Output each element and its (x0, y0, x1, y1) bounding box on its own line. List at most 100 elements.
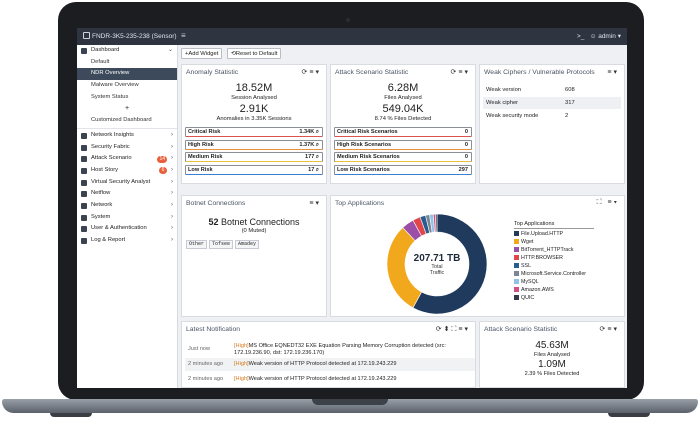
botnet-tag[interactable]: Amadey (235, 240, 260, 249)
legend-item[interactable]: Amazon.AWS (514, 287, 554, 294)
legend-item[interactable]: HTTP.BROWSER (514, 255, 563, 262)
host-story-icon (81, 167, 87, 174)
sidebar-item-label: + (124, 105, 130, 113)
botnet-connections-widget: Botnet Connections ≡▾ 52 Botnet Connecti… (181, 195, 327, 317)
menu-icon[interactable]: ≡▾ (607, 199, 619, 206)
legend-item[interactable]: BitTorrent_HTTPTrack (514, 247, 574, 254)
weak-row[interactable]: Weak security mode 2 (483, 110, 621, 122)
search-icon[interactable]: ⌕ (314, 166, 319, 173)
sidebar-item[interactable]: Host Story 6 › (77, 165, 177, 177)
sidebar-item[interactable]: Network Insights › (77, 130, 177, 142)
legend-item[interactable]: Wget (514, 239, 533, 246)
sidebar-item-label: Log & Report (91, 237, 126, 243)
add-dashboard-button[interactable]: + (77, 103, 177, 115)
menu-icon[interactable]: ≡▾ (607, 326, 619, 333)
legend-item[interactable]: QUIC (514, 295, 534, 302)
menu-icon[interactable]: ≡▾ (458, 326, 470, 333)
refresh-icon[interactable]: ⟳ (450, 69, 459, 76)
camera (346, 18, 350, 22)
device-icon (83, 32, 90, 39)
sidebar-item[interactable]: System › (77, 212, 177, 224)
reset-default-button[interactable]: ⟲Reset to Default (227, 48, 282, 59)
risk-count: 177 (304, 154, 315, 160)
risk-label: Critical Risk (188, 129, 221, 135)
pin-icon[interactable]: ⬍ (443, 326, 452, 333)
sidebar-item-label: Default (91, 58, 110, 65)
donut-slice[interactable] (412, 213, 488, 315)
widget-title: Top Applications (335, 200, 385, 207)
legend-item[interactable]: MySQL (514, 279, 539, 286)
anomaly-statistic-widget: Anomaly Statistic ⟳≡▾ 18.52M Session Ana… (181, 64, 327, 184)
risk-label: High Risk (188, 141, 214, 148)
legend-item[interactable]: SSL (514, 263, 531, 270)
detected-value: 549.04K (382, 103, 424, 115)
menu-icon[interactable]: ≡▾ (309, 200, 321, 207)
user-menu[interactable]: admin (598, 33, 616, 40)
user-icon[interactable]: ☺ (589, 33, 597, 40)
add-widget-button[interactable]: +Add Widget (181, 48, 223, 59)
risk-row[interactable]: Medium Risk 177 ⌕ (185, 152, 323, 162)
device-selector[interactable]: FNDR-3K5-235-238 (Sensor) (83, 32, 177, 40)
sidebar-item-label: NDR Overview (91, 70, 130, 77)
sidebar-item[interactable]: Attack Scenario 14 › (77, 153, 177, 165)
count-badge: 14 (157, 155, 167, 163)
sidebar-item-label: Dashboard (91, 47, 120, 53)
search-icon[interactable]: ⌕ (314, 141, 319, 148)
anomalies-label: Anomalies in 3.35K Sessions (216, 116, 292, 122)
base-notch (312, 399, 388, 405)
botnet-count-label: Botnet Connections (220, 217, 300, 227)
sidebar-item[interactable]: Security Fabric › (77, 142, 177, 154)
chevron-down-icon[interactable]: ▾ (617, 33, 621, 40)
top-bar: FNDR-3K5-235-238 (Sensor) ≡ >_ ☺ admin ▾ (77, 28, 627, 45)
sidebar-item[interactable]: Log & Report › (77, 235, 177, 247)
sidebar-item[interactable]: Customized Dashboard (77, 115, 177, 127)
sidebar-item[interactable]: User & Authentication › (77, 223, 177, 235)
risk-label: High Risk Scenarios (337, 141, 392, 148)
sidebar-item[interactable]: Virtual Security Analyst › (77, 177, 177, 189)
sidebar-item[interactable]: Dashboard ⌄ (77, 45, 177, 57)
legend-item[interactable]: Microsoft.Service.Controller (514, 271, 586, 278)
risk-row[interactable]: Critical Risk 1.34K ⌕ (185, 127, 323, 137)
risk-row[interactable]: High Risk 1.37K ⌕ (185, 139, 323, 150)
sidebar-item[interactable]: Netflow › (77, 188, 177, 200)
expand-icon[interactable]: ⛶ (596, 199, 604, 206)
sidebar-item[interactable]: Malware Overview (77, 80, 177, 92)
risk-row[interactable]: Critical Risk Scenarios 0 (334, 127, 472, 137)
risk-row[interactable]: High Risk Scenarios 0 (334, 139, 472, 150)
menu-toggle-icon[interactable]: ≡ (181, 31, 186, 40)
risk-row[interactable]: Low Risk Scenarios 297 (334, 164, 472, 175)
legend-label: HTTP.BROWSER (521, 255, 563, 261)
botnet-tag[interactable]: Tofsee (209, 240, 234, 249)
botnet-muted: (0 Muted) (241, 228, 267, 234)
notification-row[interactable]: Just now [High]MS Office EQNEDT32 EXE Equ… (185, 343, 475, 356)
legend-label: MySQL (521, 279, 539, 285)
cli-console-icon[interactable]: >_ (576, 33, 585, 40)
weak-row[interactable]: Weak cipher 317 (483, 97, 621, 109)
risk-label: Low Risk (188, 166, 213, 173)
weak-value: 317 (565, 100, 575, 106)
refresh-icon[interactable]: ⟳ (435, 326, 444, 333)
weak-row[interactable]: Weak version 608 (483, 84, 621, 96)
risk-row[interactable]: Medium Risk Scenarios 0 (334, 152, 472, 162)
refresh-icon[interactable]: ⟳ (301, 69, 310, 76)
donut-center: 207.71 TB Total Traffic (401, 253, 473, 276)
expand-icon[interactable]: ⛶ (451, 326, 459, 333)
legend-item[interactable]: File.Upload.HTTP (514, 231, 563, 238)
search-icon[interactable]: ⌕ (314, 129, 319, 135)
sidebar-item-label: Malware Overview (91, 82, 139, 89)
botnet-tag[interactable]: Other (186, 240, 208, 249)
sidebar-item[interactable]: Default (77, 57, 177, 69)
search-icon[interactable]: ⌕ (314, 154, 319, 160)
refresh-icon[interactable]: ⟳ (599, 326, 608, 333)
sidebar-item[interactable]: System Status (77, 92, 177, 104)
attack-scenario-icon (81, 156, 87, 163)
notification-row[interactable]: 2 minutes ago [High]Weak version of HTTP … (185, 358, 475, 371)
menu-icon[interactable]: ≡▾ (458, 69, 470, 76)
risk-row[interactable]: Low Risk 17 ⌕ (185, 164, 323, 175)
sidebar-item[interactable]: Network › (77, 200, 177, 212)
donut-slice[interactable] (435, 213, 438, 233)
sidebar-item[interactable]: NDR Overview (77, 68, 177, 81)
menu-icon[interactable]: ≡▾ (607, 69, 619, 76)
menu-icon[interactable]: ≡▾ (309, 69, 321, 76)
notification-row[interactable]: 2 minutes ago [High]Weak version of HTTP … (185, 373, 475, 386)
